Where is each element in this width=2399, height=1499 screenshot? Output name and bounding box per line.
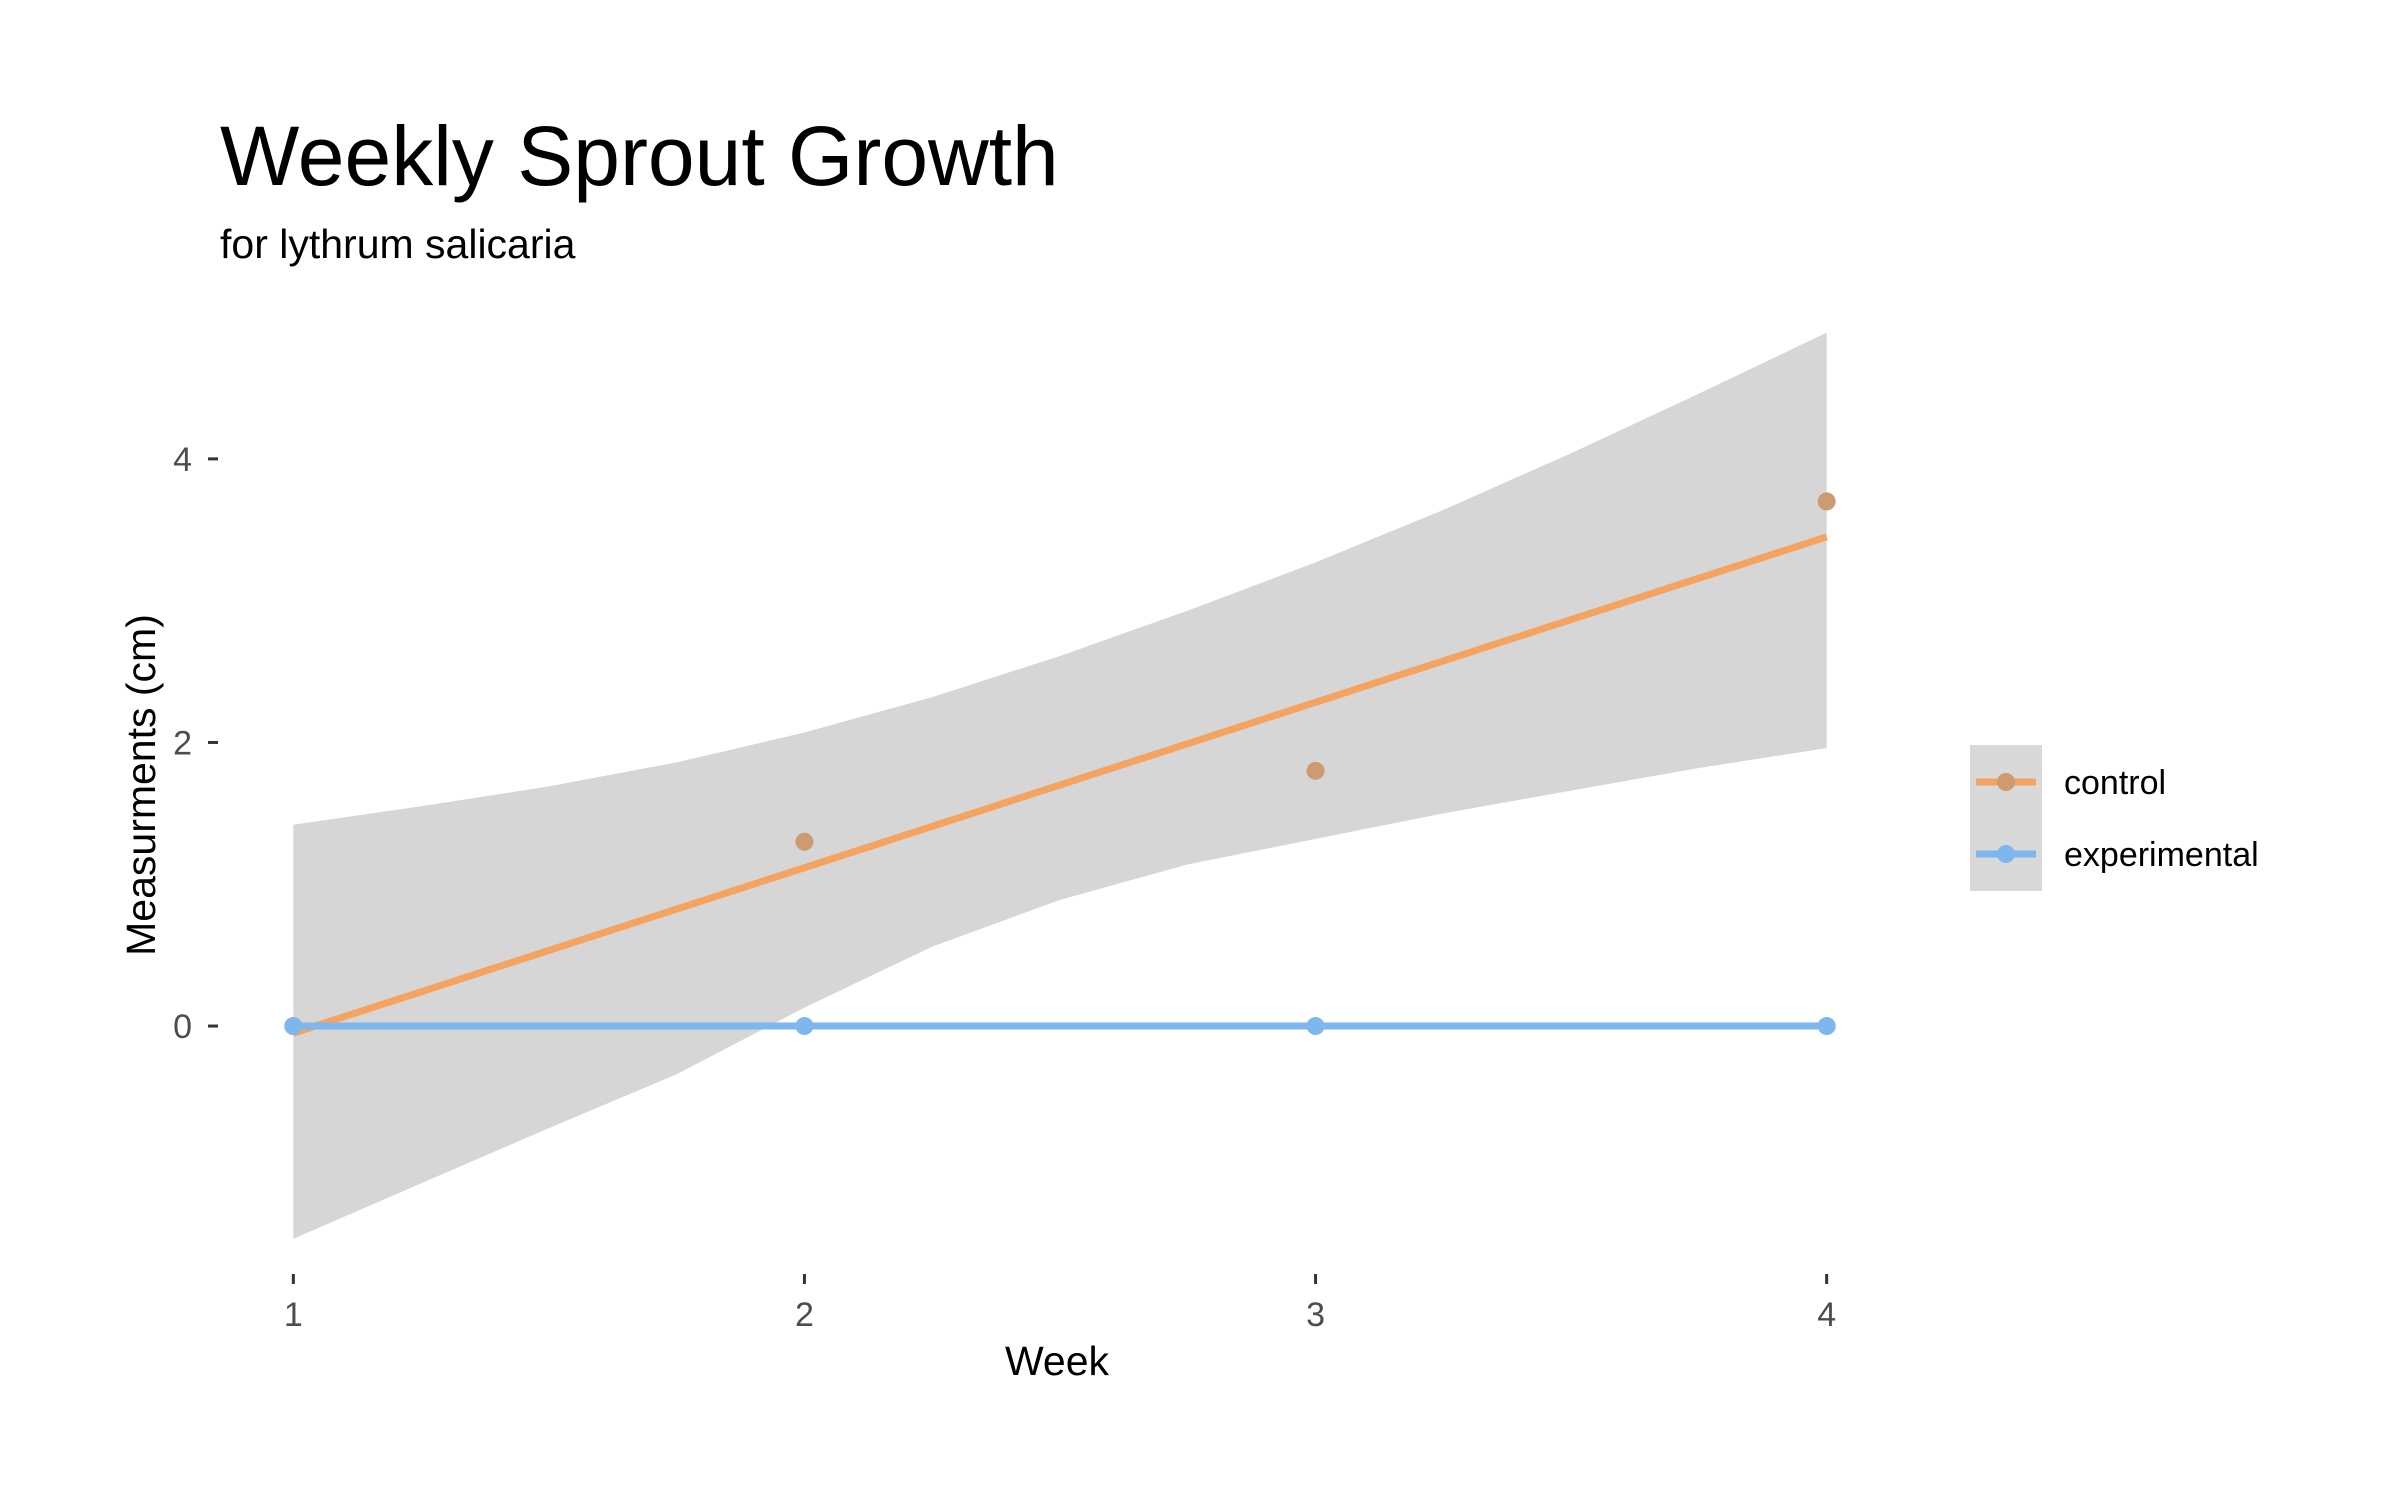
data-point-experimental <box>284 1017 303 1036</box>
legend-key-point-experimental <box>1997 845 2015 863</box>
x-axis-title: Week <box>1005 1338 1110 1384</box>
axes-layer: 1 2 3 4 0 2 4 <box>173 441 1836 1334</box>
data-point-experimental <box>1306 1017 1325 1036</box>
y-tick-label: 2 <box>173 724 192 762</box>
legend-key-point-control <box>1997 773 2015 791</box>
series-lines-layer <box>292 533 1828 1037</box>
legend-label-control: control <box>2064 764 2166 802</box>
y-tick-label: 0 <box>173 1008 192 1046</box>
data-points-layer <box>284 492 1836 1036</box>
data-point-experimental <box>795 1017 814 1036</box>
data-point-experimental <box>1817 1017 1836 1036</box>
x-tick-label: 1 <box>284 1296 303 1334</box>
data-point-control <box>1817 492 1836 511</box>
legend-key-background <box>1970 745 2042 891</box>
chart-subtitle: for lythrum salicaria <box>220 221 576 267</box>
data-point-control <box>1306 761 1325 780</box>
legend-label-experimental: experimental <box>2064 836 2259 874</box>
chart-title: Weekly Sprout Growth <box>220 109 1059 203</box>
legend: control experimental <box>1970 745 2259 891</box>
x-tick-label: 2 <box>795 1296 814 1334</box>
y-tick-label: 4 <box>173 441 192 479</box>
y-axis-title: Measurments (cm) <box>118 614 164 956</box>
x-tick-label: 3 <box>1306 1296 1325 1334</box>
x-tick-label: 4 <box>1817 1296 1836 1334</box>
data-point-control <box>795 832 814 851</box>
series-line-control <box>292 533 1828 1037</box>
